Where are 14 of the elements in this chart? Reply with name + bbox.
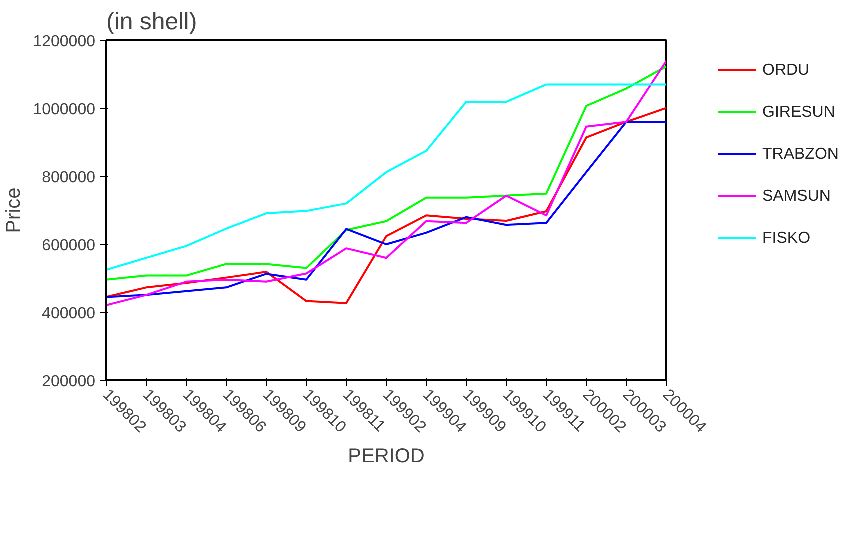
y-tick-label: 1200000 — [33, 34, 96, 50]
chart-title: (in shell) — [106, 8, 198, 36]
legend-label: GIRESUN — [762, 104, 836, 121]
y-tick-label: 1000000 — [33, 102, 96, 118]
y-tick-label: 400000 — [42, 306, 96, 322]
legend-label: SAMSUN — [762, 188, 831, 205]
legend-label: ORDU — [762, 62, 810, 79]
y-tick-label: 200000 — [42, 374, 96, 390]
y-axis-title: Price — [3, 188, 26, 234]
y-tick-label: 600000 — [42, 238, 96, 254]
legend-label: FISKO — [762, 230, 811, 247]
x-axis-title: PERIOD — [348, 446, 425, 468]
y-tick-label: 800000 — [42, 170, 96, 186]
legend-label: TRABZON — [762, 146, 839, 163]
